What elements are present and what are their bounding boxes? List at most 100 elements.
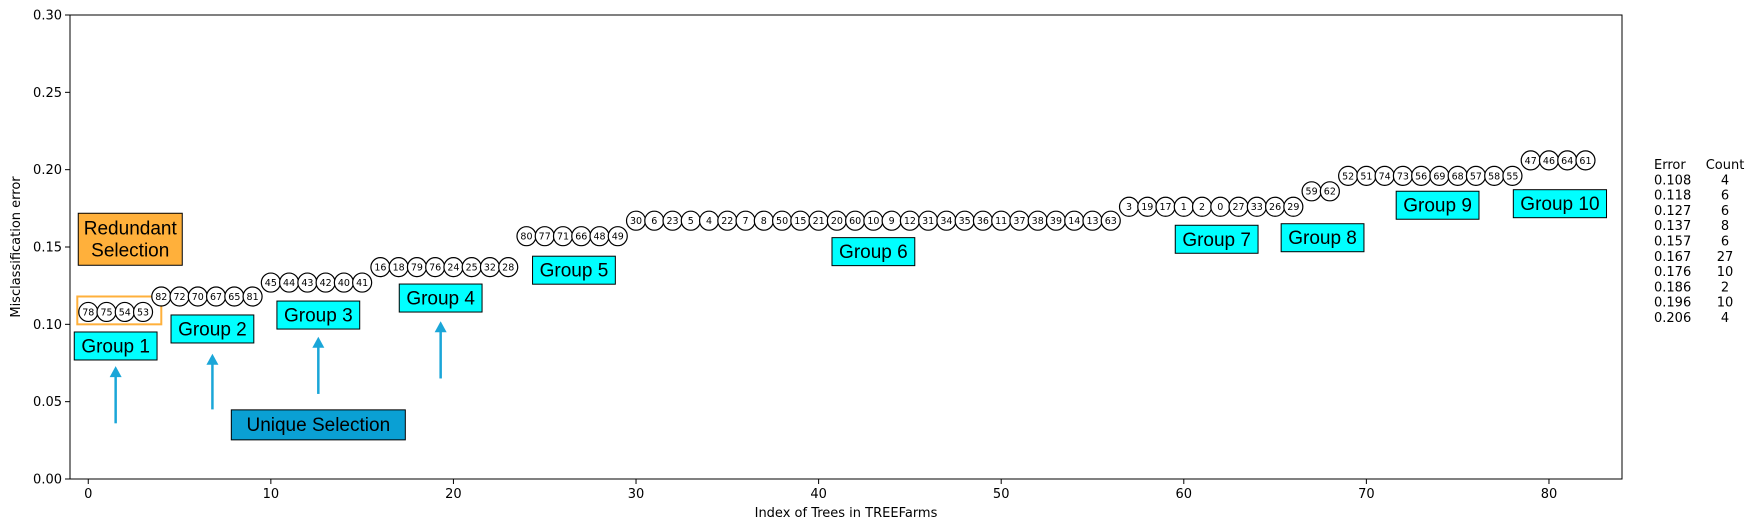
data-point: 40 (333, 272, 354, 293)
group-label-text: Group 9 (1403, 196, 1472, 217)
point-marker (1283, 196, 1304, 217)
point-label: 13 (1086, 216, 1098, 227)
table-header-count: Count (1706, 158, 1745, 173)
data-point: 27 (1228, 196, 1249, 217)
arrow-head (434, 321, 447, 333)
annotation-text: Selection (91, 240, 169, 261)
data-point: 72 (169, 286, 190, 307)
y-tick-label: 0.00 (33, 473, 62, 488)
redundant-selection-box (76, 295, 163, 326)
x-tick-label: 20 (445, 487, 462, 502)
data-point: 8 (753, 210, 774, 231)
x-tick-label: 40 (810, 487, 827, 502)
data-point: 30 (625, 210, 647, 231)
x-axis: 0 10 20 30 40 50 60 70 80 (84, 479, 1557, 502)
data-point: 12 (899, 210, 921, 231)
data-point: 22 (717, 210, 738, 231)
data-point: 16 (370, 257, 391, 278)
group-label-box: Group 9 (1395, 190, 1480, 220)
point-label: 67 (210, 292, 222, 303)
x-tick-label: 10 (263, 487, 280, 502)
point-label: 37 (1013, 216, 1025, 227)
table-cell-count: 4 (1721, 311, 1729, 326)
data-point: 31 (918, 210, 939, 231)
data-point: 3 (1118, 196, 1140, 217)
data-point: 81 (242, 286, 263, 307)
table-cell-count: 27 (1717, 250, 1734, 265)
unique-selection-annotation: Unique Selection (230, 409, 406, 441)
point-label: 64 (1561, 156, 1573, 167)
data-point: 25 (461, 257, 482, 278)
data-point: 15 (790, 210, 811, 231)
group-label-box: Group 8 (1280, 223, 1365, 253)
data-point: 59 (1301, 181, 1322, 202)
data-point: 50 (771, 210, 793, 231)
group-label-text: Group 7 (1182, 230, 1251, 251)
x-axis-title: Index of Trees in TREEFarms (755, 506, 938, 521)
point-label: 54 (119, 307, 131, 318)
data-point: 67 (205, 286, 227, 307)
point-label: 72 (174, 292, 186, 303)
data-point: 42 (315, 272, 336, 293)
point-label: 41 (356, 278, 368, 289)
group-box (532, 255, 616, 285)
data-point: 20 (826, 210, 847, 231)
group-label-text: Group 3 (284, 306, 353, 327)
y-tick-label: 0.25 (33, 86, 62, 101)
data-point: 32 (479, 257, 501, 278)
point-label: 22 (721, 216, 733, 227)
point-label: 7 (743, 216, 749, 227)
data-point: 38 (1027, 210, 1048, 231)
point-label: 48 (593, 232, 605, 243)
point-label: 3 (1126, 202, 1132, 213)
point-label: 31 (922, 216, 934, 227)
annotation-text: Unique Selection (246, 415, 390, 436)
point-label: 58 (1488, 171, 1500, 182)
point-label: 35 (959, 216, 971, 227)
data-point: 65 (224, 286, 245, 307)
data-point: 82 (151, 286, 172, 307)
group-label-text: Group 4 (406, 289, 475, 310)
group-label-text: Group 2 (178, 319, 247, 340)
point-label: 79 (411, 263, 423, 274)
group-label-box: Group 4 (398, 283, 483, 313)
table-cell-count: 8 (1721, 219, 1729, 234)
data-point: 75 (96, 301, 117, 323)
table-cell-error: 0.137 (1654, 219, 1691, 234)
point-label: 5 (688, 216, 694, 227)
data-point: 80 (516, 226, 537, 247)
point-label: 30 (630, 216, 642, 227)
point-label: 0 (1217, 202, 1223, 213)
point-label: 20 (831, 216, 843, 227)
point-label: 2 (1199, 202, 1205, 213)
point-label: 80 (520, 232, 532, 243)
group-label-box: Group 2 (170, 314, 255, 344)
point-label: 59 (1306, 187, 1318, 198)
data-point: 36 (972, 210, 994, 231)
y-tick-label: 0.10 (33, 318, 62, 333)
group-box (276, 300, 361, 330)
x-tick-label: 60 (1176, 487, 1193, 502)
data-point: 34 (936, 210, 957, 231)
point-label: 75 (100, 307, 112, 318)
group-box (1280, 223, 1365, 253)
point-label: 82 (155, 292, 167, 303)
point-label: 40 (338, 278, 350, 289)
point-label: 8 (761, 216, 767, 227)
point-label: 38 (1032, 216, 1044, 227)
point-marker (1575, 150, 1596, 171)
table-cell-error: 0.167 (1654, 250, 1691, 265)
group-label-text: Group 8 (1288, 228, 1357, 249)
y-axis-title: Misclassification error (9, 176, 24, 318)
data-point: 66 (571, 226, 592, 247)
data-point: 17 (1155, 196, 1176, 217)
data-point: 5 (680, 210, 701, 231)
y-tick-label: 0.30 (33, 9, 62, 24)
data-point: 24 (443, 257, 464, 278)
point-label: 11 (995, 216, 1007, 227)
data-point: 77 (534, 226, 555, 247)
data-point: 49 (607, 226, 628, 247)
group-box (73, 331, 158, 361)
y-axis: 0.00 0.05 0.10 0.15 0.20 0.25 0.30 (33, 9, 70, 488)
